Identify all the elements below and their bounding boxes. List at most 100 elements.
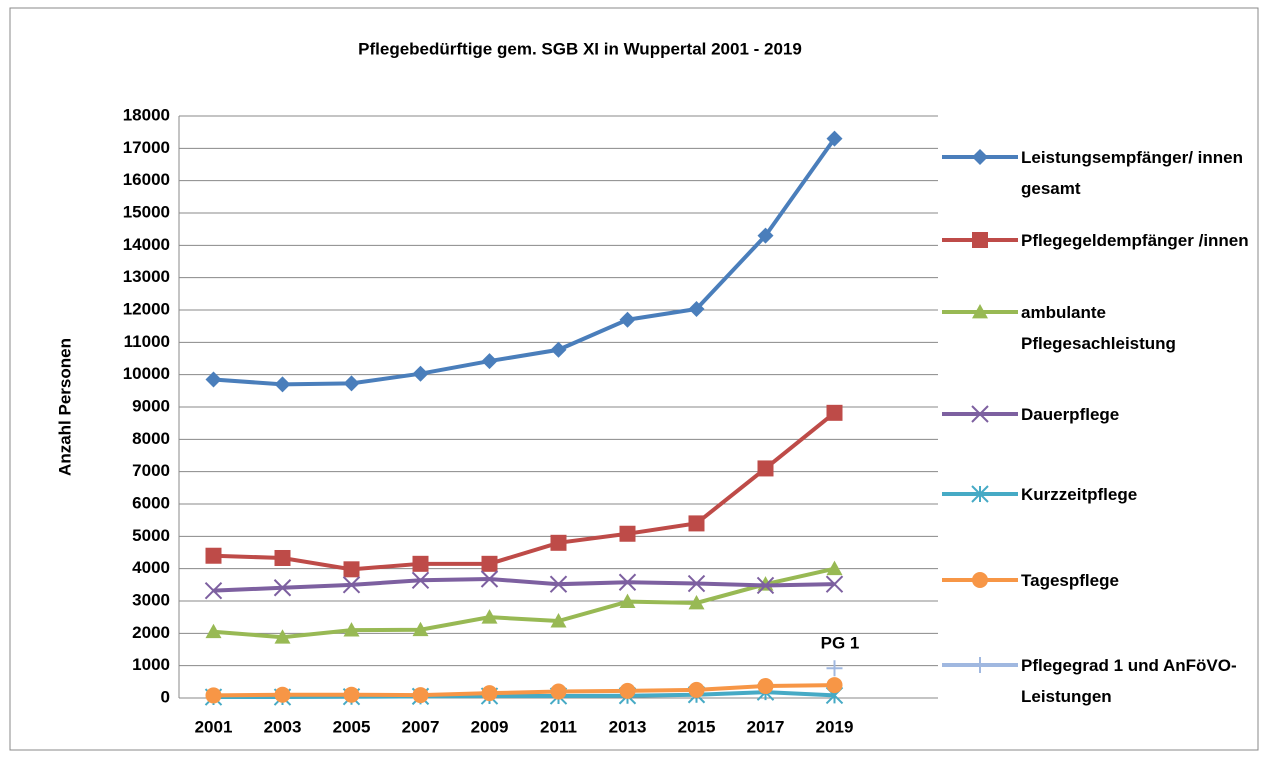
marker <box>205 547 222 564</box>
y-tick-label: 15000 <box>123 202 170 221</box>
x-tick-label: 2005 <box>333 717 371 736</box>
y-tick-label: 6000 <box>132 493 170 512</box>
marker <box>825 575 844 593</box>
marker <box>274 686 291 703</box>
y-tick-label: 10000 <box>123 364 170 383</box>
y-tick-label: 13000 <box>123 267 170 286</box>
legend-label: Dauerpflege <box>1021 405 1120 424</box>
legend-label: Kurzzeitpflege <box>1021 485 1138 504</box>
marker <box>343 622 360 637</box>
series-line <box>213 411 836 572</box>
x-tick-label: 2001 <box>195 717 233 736</box>
marker <box>481 685 498 702</box>
x-tick-label: 2003 <box>264 717 302 736</box>
marker <box>619 593 636 609</box>
marker <box>757 678 774 695</box>
marker <box>757 460 774 477</box>
y-tick-label: 5000 <box>132 526 170 545</box>
legend-label: Pflegegeldempfänger /innen <box>1021 231 1249 250</box>
marker <box>550 341 567 358</box>
marker <box>972 149 988 165</box>
marker <box>342 576 361 594</box>
marker <box>972 232 988 248</box>
y-tick-label: 18000 <box>123 105 170 124</box>
marker <box>550 613 567 628</box>
marker <box>688 594 705 610</box>
series-line <box>213 566 835 640</box>
marker <box>619 311 636 328</box>
marker <box>972 657 988 673</box>
marker <box>826 660 843 677</box>
marker <box>273 579 292 597</box>
legend-label: Leistungsempfänger/ innen gesamt <box>1021 148 1243 198</box>
x-tick-label: 2015 <box>678 717 716 736</box>
y-tick-label: 14000 <box>123 235 170 254</box>
y-axis-label: Anzahl Personen <box>55 338 74 476</box>
y-tick-label: 16000 <box>123 170 170 189</box>
marker <box>756 576 775 595</box>
y-tick-label: 9000 <box>132 396 170 415</box>
marker <box>205 687 222 704</box>
legend-label: Tagespflege <box>1021 571 1119 590</box>
series-line <box>213 683 835 698</box>
y-tick-label: 12000 <box>123 299 170 318</box>
x-tick-label: 2007 <box>402 717 440 736</box>
annotation: PG 1 <box>821 633 860 652</box>
marker <box>971 405 989 423</box>
marker <box>826 130 843 147</box>
legend-label: ambulante Pflegesachleistung <box>1021 303 1176 353</box>
y-tick-label: 17000 <box>123 138 170 157</box>
series-line <box>213 577 835 593</box>
y-tick-label: 1000 <box>132 655 170 674</box>
marker <box>205 371 222 388</box>
marker <box>971 485 989 503</box>
x-tick-label: 2017 <box>747 717 785 736</box>
marker <box>972 572 988 588</box>
marker <box>274 549 291 566</box>
marker <box>550 683 567 700</box>
marker <box>480 570 499 588</box>
marker <box>688 681 705 698</box>
marker <box>618 573 637 591</box>
marker <box>757 227 774 244</box>
marker <box>343 561 360 578</box>
marker <box>481 353 498 370</box>
marker <box>688 301 705 318</box>
marker <box>274 629 291 644</box>
y-tick-label: 2000 <box>132 623 170 642</box>
marker <box>826 404 843 421</box>
y-tick-label: 11000 <box>124 332 170 351</box>
marker <box>204 581 223 600</box>
marker <box>412 555 429 572</box>
marker <box>205 623 222 639</box>
chart-border <box>9 7 1259 751</box>
y-tick-label: 4000 <box>132 558 170 577</box>
y-tick-label: 8000 <box>132 429 170 448</box>
marker <box>343 375 360 392</box>
x-tick-label: 2009 <box>471 717 509 736</box>
series-line <box>213 137 837 387</box>
x-tick-label: 2013 <box>609 717 647 736</box>
marker <box>481 609 498 624</box>
legend-label: Pflegegrad 1 und AnFöVO-Leistungen <box>1021 656 1237 706</box>
x-tick-label: 2019 <box>816 717 854 736</box>
marker <box>549 575 568 593</box>
marker <box>412 621 429 637</box>
marker <box>412 687 429 704</box>
marker <box>274 376 291 393</box>
marker <box>619 682 636 699</box>
marker <box>411 571 430 590</box>
x-tick-label: 2011 <box>540 717 577 736</box>
marker <box>972 304 988 319</box>
chart-title: Pflegebedürftige gem. SGB XI in Wupperta… <box>358 39 802 58</box>
marker <box>343 686 360 703</box>
marker <box>619 525 636 542</box>
marker <box>412 365 429 382</box>
marker <box>687 574 706 593</box>
y-tick-label: 7000 <box>132 461 170 480</box>
marker <box>688 515 705 532</box>
marker <box>826 677 843 694</box>
marker <box>481 555 498 572</box>
